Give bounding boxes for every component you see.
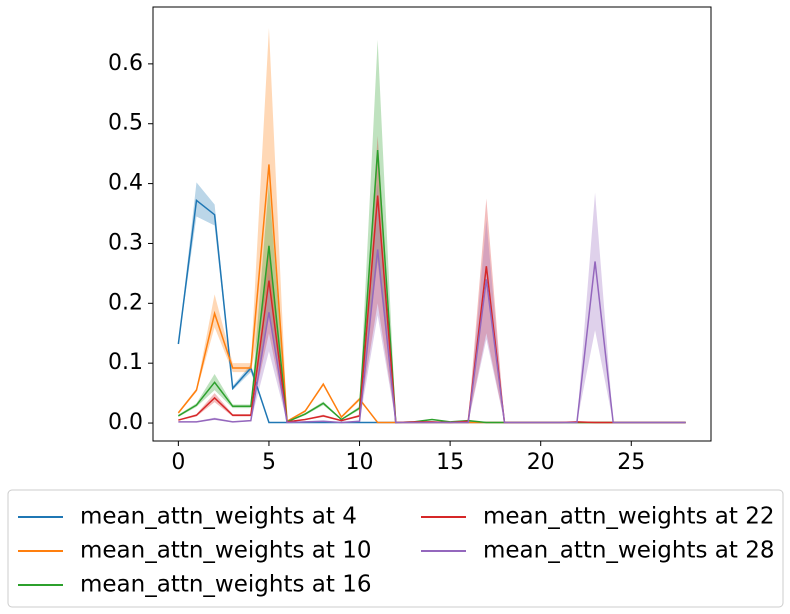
legend-label: mean_attn_weights at 10 [80,538,371,564]
y-tick-label: 0.0 [108,410,143,435]
y-tick-label: 0.3 [108,230,143,255]
legend [7,489,784,608]
x-tick-label: 15 [436,450,464,475]
x-tick-label: 5 [262,450,276,475]
x-tick-label: 10 [346,450,374,475]
plot-layer [177,27,686,424]
legend-label: mean_attn_weights at 16 [80,572,371,598]
y-tick-label: 0.1 [108,350,143,375]
x-tick-label: 20 [527,450,555,475]
y-tick-label: 0.4 [108,171,143,196]
legend-entries: mean_attn_weights at 4 mean_attn_weights … [18,504,774,598]
y-tick-label: 0.2 [108,290,143,315]
legend-label: mean_attn_weights at 28 [483,538,774,564]
plot-area [152,6,712,442]
series-line [178,249,686,424]
y-tick-label: 0.6 [108,51,143,76]
x-tick-label: 0 [171,450,185,475]
legend-label: mean_attn_weights at 4 [80,504,357,530]
x-tick-label: 25 [617,450,645,475]
y-tick-label: 0.5 [108,111,143,136]
legend-label: mean_attn_weights at 22 [483,504,774,530]
